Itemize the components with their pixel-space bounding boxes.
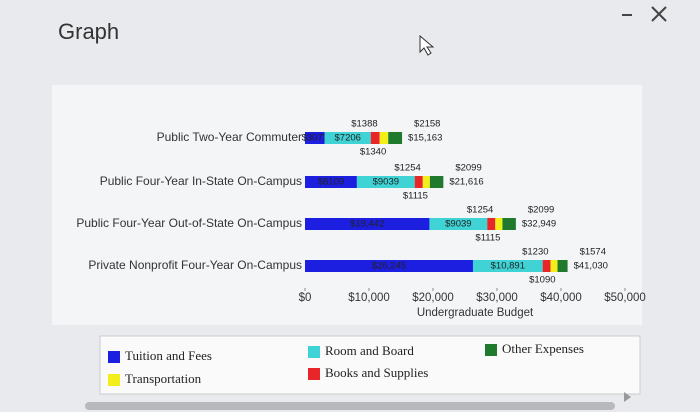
bar-segment <box>379 132 389 144</box>
legend-swatch <box>485 344 497 356</box>
segment-label: $19,442 <box>350 219 384 230</box>
legend-label: Transportation <box>125 371 202 386</box>
segment-label: $1115 <box>475 233 500 244</box>
segment-label: $1115 <box>403 191 428 202</box>
legend <box>99 335 641 395</box>
category-label: Private Nonprofit Four-Year On-Campus <box>88 258 302 272</box>
x-tick-label: $0 <box>299 292 312 304</box>
x-tick-label: $40,000 <box>540 292 582 304</box>
bar-segment <box>370 132 380 144</box>
bar-segment <box>557 260 568 272</box>
bar-segment <box>429 176 444 188</box>
legend-swatch <box>308 368 320 380</box>
bar-segment <box>414 176 423 188</box>
segment-label: $26,245 <box>372 261 406 272</box>
legend-swatch <box>308 346 320 358</box>
bar-segment <box>542 260 551 272</box>
bar-segment <box>472 260 543 272</box>
legend-swatch <box>108 351 120 363</box>
bar-segment <box>305 260 473 272</box>
close-button[interactable] <box>651 6 667 22</box>
bar-segment <box>429 218 488 230</box>
segment-label: $1388 <box>351 119 377 130</box>
category-label: Public Two-Year Commuter <box>157 130 302 144</box>
x-tick-label: $30,000 <box>476 292 518 304</box>
segment-label: $1254 <box>394 163 420 174</box>
bar-segment <box>422 176 430 188</box>
total-label: $15,163 <box>408 133 442 144</box>
plot-background <box>52 85 642 325</box>
segment-label: $7206 <box>335 133 361 144</box>
segment-label: $1230 <box>522 247 548 258</box>
segment-label: $1254 <box>467 205 493 216</box>
x-tick-label: $20,000 <box>412 292 454 304</box>
category-label: Public Four-Year Out-of-State On-Campus <box>76 216 302 230</box>
scrollbar[interactable] <box>85 402 615 410</box>
total-label: $41,030 <box>574 261 608 272</box>
window-title: Graph <box>58 19 119 44</box>
segment-label: $9039 <box>445 219 471 230</box>
bar-segment <box>356 176 415 188</box>
bar-segment <box>388 132 403 144</box>
cursor <box>419 34 435 56</box>
total-label: $32,949 <box>522 219 556 230</box>
legend-label: Other Expenses <box>502 341 584 356</box>
bar-segment <box>487 218 496 230</box>
segment-label: $2099 <box>528 205 554 216</box>
total-label: $21,616 <box>449 177 483 188</box>
category-label: Public Four-Year In-State On-Campus <box>100 174 302 188</box>
segment-label: $2099 <box>455 163 481 174</box>
segment-label: $3073 <box>302 133 328 144</box>
legend-label: Books and Supplies <box>325 365 428 380</box>
bar-segment <box>495 218 503 230</box>
bar-segment <box>305 176 357 188</box>
x-tick-label: $10,000 <box>348 292 390 304</box>
segment-label: $1090 <box>529 275 555 286</box>
legend-label: Tuition and Fees <box>125 348 212 363</box>
scroll-arrow[interactable] <box>624 392 631 402</box>
segment-label: $8109 <box>318 177 344 188</box>
segment-label: $2158 <box>414 119 440 130</box>
segment-label: $9039 <box>373 177 399 188</box>
legend-label: Room and Board <box>325 343 414 358</box>
segment-label: $10,891 <box>491 261 525 272</box>
bar-segment <box>502 218 516 230</box>
bar-segment <box>305 132 325 144</box>
bar-segment <box>550 260 558 272</box>
legend-swatch <box>108 374 120 386</box>
segment-label: $1340 <box>360 147 386 158</box>
bar-segment <box>305 218 430 230</box>
x-axis-label: Undergraduate Budget <box>417 307 534 319</box>
segment-label: $1574 <box>580 247 606 258</box>
x-tick-label: $50,000 <box>604 292 646 304</box>
bar-segment <box>324 132 371 144</box>
